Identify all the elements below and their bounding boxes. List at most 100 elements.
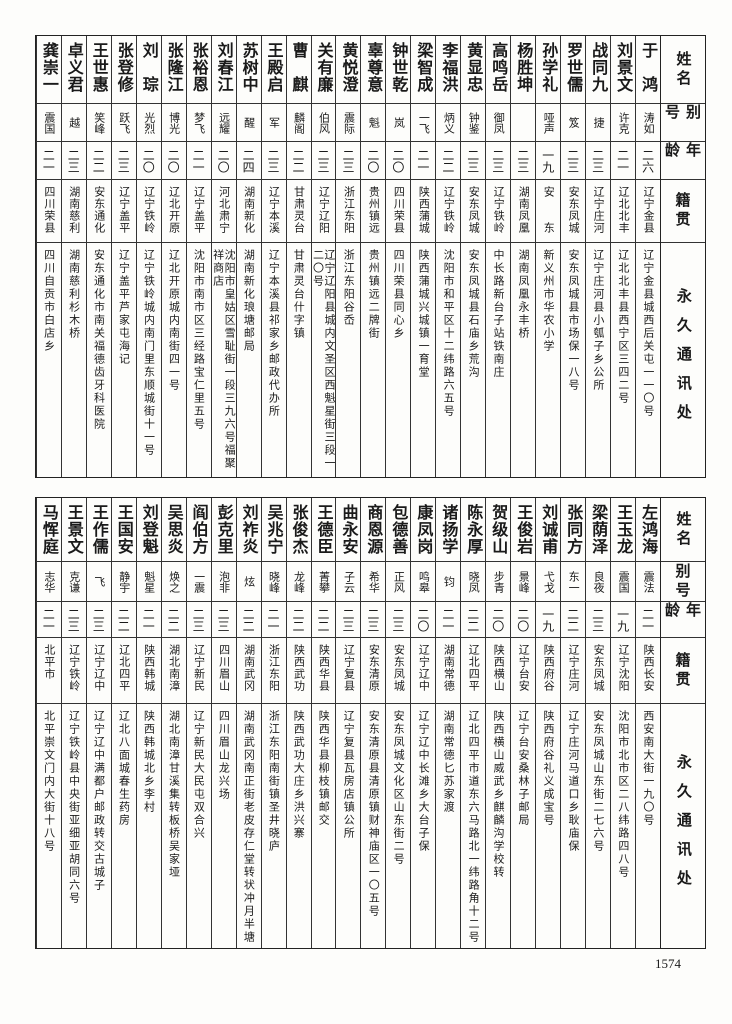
person-origin: 浙江东阳 (336, 180, 361, 243)
person-alias: 晓峰 (261, 562, 286, 602)
person-name: 黄显忠 (461, 36, 486, 104)
person-age: 二一 (636, 602, 661, 638)
person-address: 辽宁台安桑林子邮局 (517, 710, 531, 827)
person-name: 张俊杰 (286, 498, 311, 562)
person-age: 二三 (336, 602, 361, 638)
person-record: 刘登魁 魁星 二一 陕西韩城 陕西韩城北乡李村 (135, 498, 161, 948)
person-name: 王景文 (61, 498, 86, 562)
person-record: 张俊杰 龙峰 二二 陕西武功 陕西武功大庄乡洪兴寨 (285, 498, 311, 948)
header-origin: 籍贯 (661, 638, 705, 704)
person-name: 王俊岩 (511, 498, 536, 562)
person-name: 左鸿海 (636, 498, 661, 562)
person-name: 龚崇一 (36, 36, 61, 104)
person-name: 钟世乾 (386, 36, 411, 104)
person-address: 中长路新台子站铁南庄 (492, 249, 506, 379)
header-name: 姓名 (661, 498, 705, 562)
person-origin: 安东通化 (86, 180, 111, 243)
person-name: 梁智成 (411, 36, 436, 104)
person-alias: 鸣皋 (411, 562, 436, 602)
person-age: 二一 (411, 142, 436, 180)
person-age: 二三 (561, 142, 586, 180)
person-address: 浙江东阳南街镇圣井晓庐 (267, 710, 281, 853)
person-record: 战同九捷二三 辽宁庄河 辽宁庄河县小瓠子乡公所 (585, 36, 611, 477)
person-origin: 四川眉山 (211, 638, 236, 704)
person-origin: 陕西横山 (486, 638, 511, 704)
person-record: 龚崇一 震国 二一 四川荣县 四川自贡市白店乡 (35, 36, 61, 477)
person-record: 王德臣 菁攀 二二 陕西华县 陕西华县柳枝镇邮交 (310, 498, 336, 948)
person-record: 左鸿海 震法 二一 陕西长安 西安南大街一九〇号 (635, 498, 661, 948)
header-age: 年龄 (661, 602, 705, 638)
person-age: 二三 (486, 142, 511, 180)
person-age: 二三 (186, 602, 211, 638)
person-alias: 梦飞 (186, 104, 211, 142)
person-alias: 弋戈 (536, 562, 561, 602)
person-origin: 辽宁辽中 (411, 638, 436, 704)
person-record: 刘诚甫 弋戈 一九 陕西府谷 陕西府谷礼义成宝号 (535, 498, 561, 948)
person-origin: 辽宁沈阳 (611, 638, 636, 704)
person-alias: 志华 (36, 562, 61, 602)
person-alias: 跃飞 (111, 104, 136, 142)
person-address: 湖南武冈南正街老皮存仁堂转状冲月半塘 (242, 710, 256, 944)
person-name: 李福洪 (436, 36, 461, 104)
person-address: 辽宁铁岭县中央街亚细亚胡同六号 (67, 710, 81, 905)
person-address: 安东通化市南关福德齿牙科医院 (92, 249, 106, 431)
person-origin: 辽宁庄河 (561, 638, 586, 704)
person-name: 杨胜坤 (511, 36, 536, 104)
person-record: 康凤岗 鸣皋 二〇 辽宁辽中 辽宁辽中长滩乡大台子保 (410, 498, 436, 948)
person-age: 二二 (111, 602, 136, 638)
person-alias: 钟鉴 (461, 104, 486, 142)
person-address: 贵州镇远二牌街 (367, 249, 381, 340)
person-record: 张裕恩 梦飞 二一 辽宁盖平 沈阳市南市区三经路宝仁里五号 (185, 36, 211, 477)
person-age: 二〇 (361, 142, 386, 180)
person-address: 辽北四平市道东六马路北一纬路角十二号 (467, 710, 481, 944)
person-origin: 辽宁辽中 (86, 638, 111, 704)
person-record: 马恽庭 志华 二一 北平市 北平崇文门内大街十八号 (35, 498, 61, 948)
header-alias: 别号 (661, 562, 705, 602)
person-name: 刘祚炎 (236, 498, 261, 562)
person-age: 二一 (611, 142, 636, 180)
person-age: 二二 (461, 602, 486, 638)
person-name: 王德臣 (311, 498, 336, 562)
person-alias: 震国 (36, 104, 61, 142)
person-origin: 辽北四平 (111, 638, 136, 704)
person-record: 梁荫泽 良夜 二三 安东凤城 安东凤城山东街二七六号 (585, 498, 611, 948)
person-address: 陕西横山威武乡麒麟沟学校转 (492, 710, 506, 879)
person-age: 二二 (236, 602, 261, 638)
person-record: 梁智成 一飞 二一 陕西蒲城 陕西蒲城兴城镇一育堂 (410, 36, 436, 477)
person-address: 湖南凤凰永丰桥 (517, 249, 531, 340)
person-record: 王殿启军二三 辽宁本溪 辽宁本溪县祁家乡邮政代办所 (260, 36, 286, 477)
person-name: 孙学礼 (536, 36, 561, 104)
person-alias: 一震 (186, 562, 211, 602)
person-address: 湖南新化琅塘邮局 (242, 249, 256, 353)
person-origin: 陕西长安 (636, 638, 661, 704)
person-age: 一九 (611, 602, 636, 638)
person-age: 二一 (36, 602, 61, 638)
person-alias: 博光 (161, 104, 186, 142)
person-age: 二一 (36, 142, 61, 180)
person-origin: 辽宁新民 (186, 638, 211, 704)
person-record: 罗世儒笈二三 安东凤城 安东凤城县市场保一八号 (560, 36, 586, 477)
person-alias: 哑声 (536, 104, 561, 142)
person-alias: 良夜 (586, 562, 611, 602)
person-origin: 辽宁复县 (336, 638, 361, 704)
person-name: 诸扬学 (436, 498, 461, 562)
person-address: 安东凤城山东街二七六号 (591, 710, 605, 853)
person-record: 苏树中醒二四 湖南新化 湖南新化琅塘邮局 (235, 36, 261, 477)
person-age: 二三 (61, 142, 86, 180)
person-record: 关有廉 伯风 二三 辽宁辽阳 辽宁辽阳县城内文圣区西魁星街三段一二〇号 (310, 36, 336, 477)
person-alias: 伯风 (311, 104, 336, 142)
person-age: 二〇 (511, 602, 536, 638)
person-address: 辽宁铁岭城内南门里东顺城街十一号 (142, 249, 156, 457)
person-origin: 湖南新化 (236, 180, 261, 243)
person-record: 刘 琮光烈 二〇 辽宁铁岭 辽宁铁岭城内南门里东顺城街十一号 (135, 36, 161, 477)
person-age: 二四 (236, 142, 261, 180)
top-roster-table: 姓名 别号 年龄 籍贯 永久通讯处于 鸿涛如 二六 辽宁金县 辽宁金县城西后关屯一一〇号 刘景文… (35, 35, 706, 478)
header-name: 姓名 (661, 36, 705, 104)
person-record: 于 鸿涛如 二六 辽宁金县 辽宁金县城西后关屯一一〇号 (635, 36, 661, 477)
person-address: 甘肃灵台什字镇 (292, 249, 306, 340)
person-origin: 陕西府谷 (536, 638, 561, 704)
person-address: 湖北南漳甘溪集转板桥吴家垭 (167, 710, 181, 879)
person-alias: 震国 (611, 562, 636, 602)
person-address: 陕西武功大庄乡洪兴寨 (292, 710, 306, 840)
person-age: 二三 (111, 142, 136, 180)
